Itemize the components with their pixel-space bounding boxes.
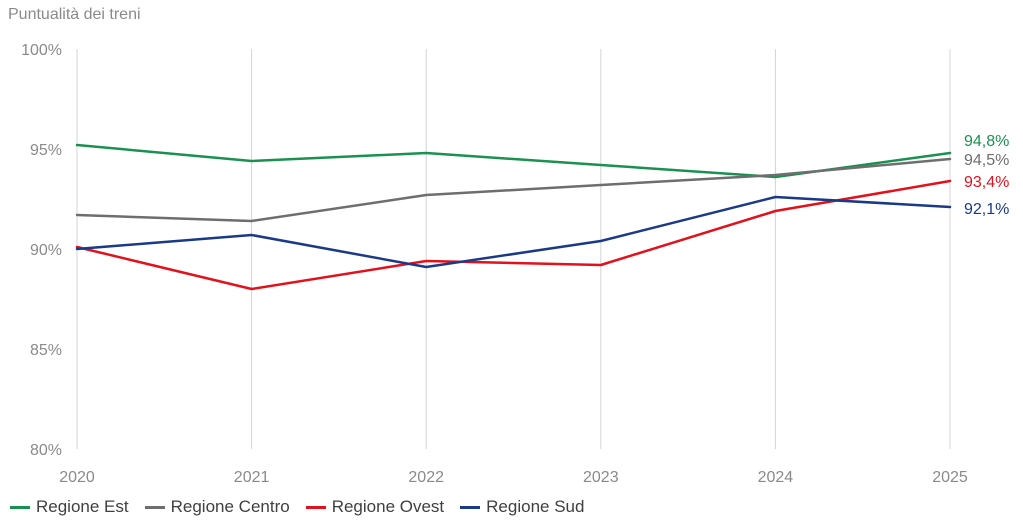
x-tick-label: 2025 [932, 469, 968, 486]
legend-item: Regione Est [10, 497, 129, 517]
series-line-regione-centro [75, 157, 952, 223]
end-value-label: 94,5% [964, 152, 1009, 169]
chart-title: Puntualità dei treni [8, 6, 141, 23]
y-tick-label: 85% [30, 342, 62, 359]
x-tick-label: 2020 [59, 469, 95, 486]
x-tick-label: 2021 [234, 469, 270, 486]
x-tick-label: 2022 [408, 469, 444, 486]
end-value-label: 94,8% [964, 133, 1009, 150]
axis-layer: 2020 2021 2022 2023 2024 2025 100% 95% 90% 85% 80% [21, 42, 968, 486]
series-line-regione-ovest [75, 179, 952, 291]
y-tick-label: 100% [21, 42, 62, 59]
end-value-label: 93,4% [964, 174, 1009, 191]
x-tick-label: 2023 [583, 469, 619, 486]
x-tick-label: 2024 [758, 469, 794, 486]
legend-label: Regione Sud [486, 497, 585, 516]
legend-swatch [144, 505, 165, 509]
y-tick-label: 90% [30, 242, 62, 259]
series-layer [75, 143, 952, 291]
grid-layer [76, 49, 951, 449]
end-label-layer: 94,8% 94,5% 93,4% 92,1% [964, 133, 1009, 218]
legend-label: Regione Est [36, 497, 129, 516]
legend-item: Regione Centro [144, 497, 290, 517]
legend-item: Regione Ovest [305, 497, 445, 517]
series-line-regione-sud [75, 195, 952, 269]
legend-label: Regione Centro [170, 497, 290, 516]
legend-item: Regione Sud [460, 497, 584, 517]
legend-swatch [305, 505, 326, 509]
y-tick-label: 80% [30, 442, 62, 459]
legend-label: Regione Ovest [331, 497, 445, 516]
y-tick-label: 95% [30, 142, 62, 159]
legend-swatch [10, 505, 30, 509]
legend: Regione Est Regione Centro Regione Ovest Re… [10, 497, 600, 517]
end-value-label: 92,1% [964, 201, 1009, 218]
legend-swatch [460, 505, 481, 509]
